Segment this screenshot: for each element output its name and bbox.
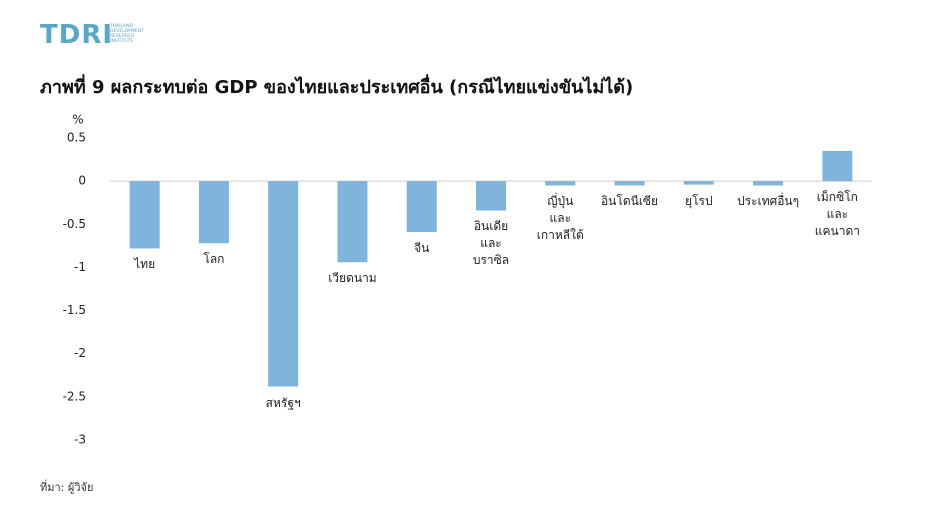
chart-title: ภาพที่ 9 ผลกระทบต่อ GDP ของไทยและประเทศอ… <box>40 77 634 98</box>
y-tick-label: 0.5 <box>67 131 86 145</box>
x-tick-label: อินโดนีเซีย <box>600 194 659 209</box>
bar <box>198 181 229 244</box>
y-tick-label: 0 <box>78 174 86 188</box>
bar <box>406 181 437 233</box>
x-tick-label: เวียดนาม <box>328 271 377 286</box>
y-unit: % <box>72 113 83 127</box>
bar <box>545 181 576 186</box>
bar <box>129 181 160 249</box>
bar <box>683 181 714 185</box>
x-tick-label: โลก <box>203 252 225 267</box>
logo: TDRI <box>40 20 114 50</box>
x-tick-label: เม็กซิโก และ แคนาดา <box>814 190 860 239</box>
bar <box>476 181 506 211</box>
x-tick-label: ยุโรป <box>685 193 713 208</box>
logo-tagline: THAILAND DEVELOPMENT RESEARCH INSTITUTE <box>110 24 144 44</box>
x-tick-label: ญี่ปุ่น และ เกาหลีใต้ <box>536 194 584 243</box>
y-tick-label: -2.5 <box>63 389 86 403</box>
y-tick-label: -1.5 <box>63 303 86 317</box>
y-tick-label: -1 <box>74 260 86 274</box>
bar <box>822 150 853 182</box>
x-tick-label: สหรัฐฯ <box>265 395 301 410</box>
bar <box>337 181 368 263</box>
bar <box>753 181 784 186</box>
bar <box>268 181 299 387</box>
x-tick-label: อินเดีย และ บราซิล <box>472 219 510 268</box>
y-tick-label: -2 <box>74 346 86 360</box>
y-tick-label: -0.5 <box>63 217 86 231</box>
y-tick-label: -3 <box>74 433 86 447</box>
x-tick-label: ประเทศอื่นๆ <box>737 194 800 209</box>
bar <box>614 181 645 186</box>
x-tick-label: ไทย <box>134 257 156 272</box>
x-tick-label: จีน <box>414 241 430 256</box>
source-note: ที่มา: ผู้วิจัย <box>40 481 94 494</box>
